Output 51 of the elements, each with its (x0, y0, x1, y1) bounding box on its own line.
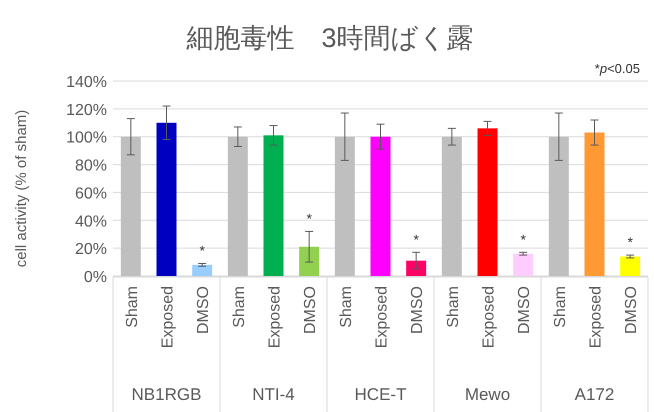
y-tick-label: 60% (74, 185, 107, 202)
bar (406, 260, 426, 276)
x-tick-label: Sham (230, 286, 248, 328)
y-tick-label: 20% (74, 241, 107, 258)
text: NTI-4 (252, 385, 295, 404)
y-tick-label: 120% (66, 102, 107, 119)
bar (264, 135, 284, 276)
bar (228, 136, 248, 276)
bar (156, 122, 176, 276)
bar (513, 254, 534, 276)
data-label: * (199, 242, 206, 258)
data-label: * (413, 231, 420, 248)
x-tick-label: Sham (552, 286, 569, 328)
bar (584, 132, 604, 276)
text: Mewo (464, 385, 510, 404)
bar (370, 136, 390, 276)
text: NB1RGB (132, 385, 202, 404)
y-tick-label: 0% (84, 269, 107, 286)
text: *p<0.05 (594, 61, 640, 76)
chart-title: 細胞毒性 3時間ばく露 (185, 23, 474, 53)
x-tick-label: DMSO (195, 286, 212, 334)
x-tick-label: Sham (338, 286, 355, 328)
x-tick-label: Exposed (588, 286, 604, 348)
x-tick-label: DMSO (409, 286, 426, 334)
x-tick-label: Exposed (160, 286, 176, 348)
data-label: * (627, 234, 634, 250)
x-tick-label: DMSO (623, 286, 640, 334)
data-label: * (306, 210, 312, 226)
bar (299, 246, 320, 276)
y-axis-title: cell activity (% of sham) (13, 110, 30, 268)
x-tick-label: Exposed (266, 286, 284, 348)
bar (548, 136, 569, 276)
bar (478, 128, 498, 276)
x-tick-label: Sham (444, 286, 462, 328)
y-tick-label: 80% (74, 158, 107, 175)
x-tick-label: Exposed (374, 286, 390, 348)
y-tick-label: 140% (66, 74, 107, 91)
text: HCE-T (354, 385, 406, 404)
bar (120, 136, 141, 276)
bar (620, 256, 640, 276)
bar (192, 264, 212, 276)
x-tick-label: DMSO (302, 286, 320, 334)
bar (442, 136, 462, 276)
y-tick-label: 40% (74, 213, 107, 230)
text: A172 (574, 385, 614, 404)
x-tick-label: Sham (124, 286, 141, 328)
x-tick-label: Exposed (480, 286, 498, 348)
bar (334, 136, 355, 276)
y-tick-label: 100% (66, 130, 107, 147)
x-tick-label: DMSO (516, 286, 534, 334)
data-label: * (520, 231, 526, 248)
